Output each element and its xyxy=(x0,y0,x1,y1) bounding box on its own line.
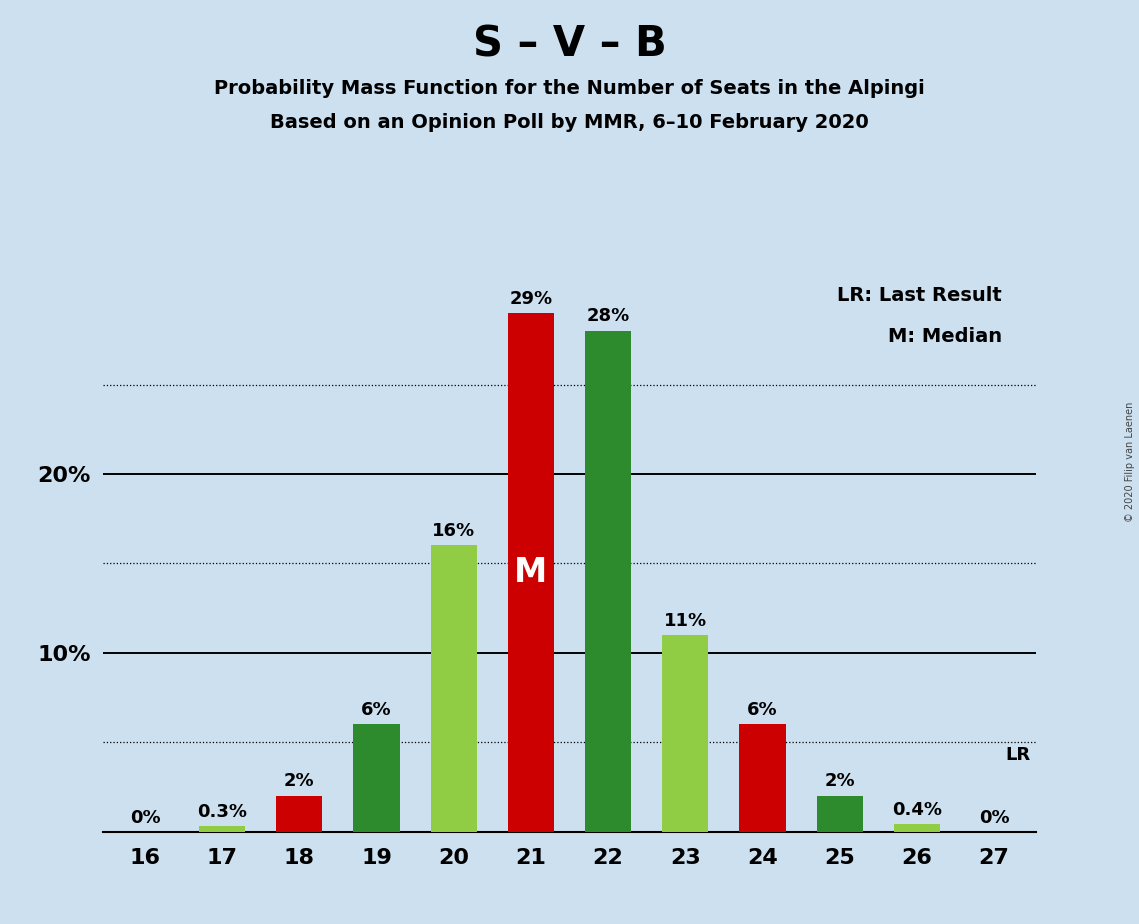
Bar xyxy=(353,724,400,832)
Text: 16%: 16% xyxy=(432,522,475,541)
Bar xyxy=(894,824,940,832)
Text: 0%: 0% xyxy=(130,809,161,827)
Text: 2%: 2% xyxy=(284,772,314,790)
Text: 0.3%: 0.3% xyxy=(197,803,247,821)
Text: 6%: 6% xyxy=(361,701,392,719)
Text: 0.4%: 0.4% xyxy=(892,801,942,819)
Text: 2%: 2% xyxy=(825,772,855,790)
Text: M: Median: M: Median xyxy=(887,327,1002,346)
Text: M: M xyxy=(515,555,548,589)
Bar xyxy=(199,826,245,832)
Bar xyxy=(508,313,554,832)
Text: 6%: 6% xyxy=(747,701,778,719)
Text: 0%: 0% xyxy=(978,809,1009,827)
Text: Based on an Opinion Poll by MMR, 6–10 February 2020: Based on an Opinion Poll by MMR, 6–10 Fe… xyxy=(270,113,869,132)
Text: 28%: 28% xyxy=(587,308,630,325)
Text: 11%: 11% xyxy=(664,612,707,629)
Bar xyxy=(662,635,708,832)
Bar xyxy=(817,796,863,832)
Bar xyxy=(431,545,477,832)
Bar xyxy=(585,331,631,832)
Text: LR: Last Result: LR: Last Result xyxy=(837,286,1002,305)
Bar xyxy=(739,724,786,832)
Bar xyxy=(276,796,322,832)
Text: Probability Mass Function for the Number of Seats in the Alpingi: Probability Mass Function for the Number… xyxy=(214,79,925,98)
Text: S – V – B: S – V – B xyxy=(473,23,666,65)
Text: LR: LR xyxy=(1006,746,1031,764)
Text: 29%: 29% xyxy=(509,289,552,308)
Text: © 2020 Filip van Laenen: © 2020 Filip van Laenen xyxy=(1125,402,1134,522)
